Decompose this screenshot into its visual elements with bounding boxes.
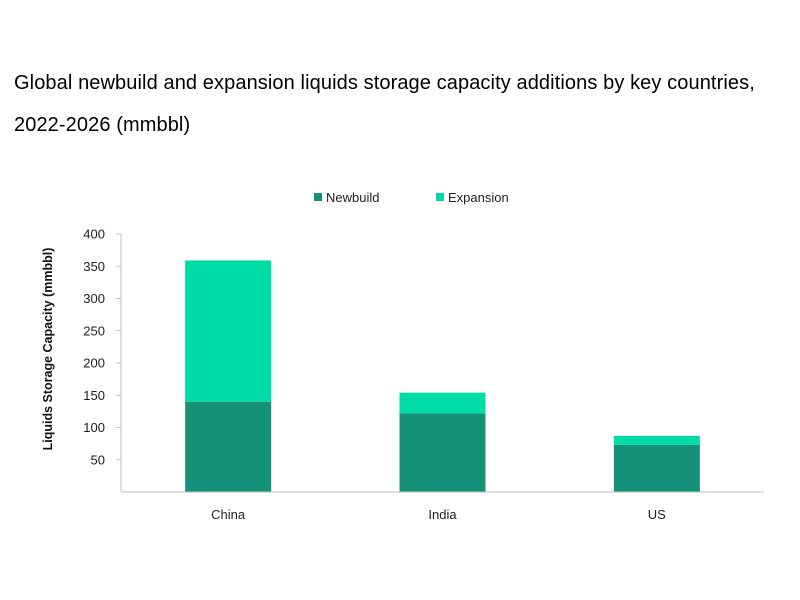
legend-label-newbuild: Newbuild [326,190,379,205]
y-tick-label: 50 [91,452,105,467]
y-tick-label: 200 [83,356,105,371]
legend-swatch-expansion [436,193,444,201]
y-tick-label: 400 [83,227,105,242]
legend-swatch-newbuild [314,193,322,201]
chart-title-line-1: Global newbuild and expansion liquids st… [14,72,755,94]
y-axis-ticks: 50 100 150 200 250 300 350 400 [83,227,121,467]
bar-series [185,260,700,492]
x-tick-label-us: US [648,507,666,522]
bar-us-newbuild [613,444,700,492]
bar-china-expansion [185,260,272,402]
bar-us-expansion [613,435,700,445]
y-tick-label: 300 [83,291,105,306]
y-axis-title: Liquids Storage Capacity (mmbbl) [41,248,55,451]
chart-title-line-2: 2022-2026 (mmbbl) [14,114,191,136]
chart-title: Global newbuild and expansion liquids st… [14,62,794,146]
chart-axes [120,234,764,493]
y-axis-title-group: Liquids Storage Capacity (mmbbl) [41,248,55,451]
bar-india-newbuild [399,413,486,492]
bar-india-expansion [399,392,486,414]
x-tick-label-india: India [428,507,457,522]
y-tick-label: 250 [83,323,105,338]
x-axis-labels: China India US [211,507,666,522]
y-tick-label: 100 [83,420,105,435]
y-tick-label: 150 [83,388,105,403]
legend-label-expansion: Expansion [448,190,509,205]
chart-legend: Newbuild Expansion [314,190,509,205]
y-tick-label: 350 [83,259,105,274]
bar-china-newbuild [185,401,272,492]
x-tick-label-china: China [211,507,246,522]
